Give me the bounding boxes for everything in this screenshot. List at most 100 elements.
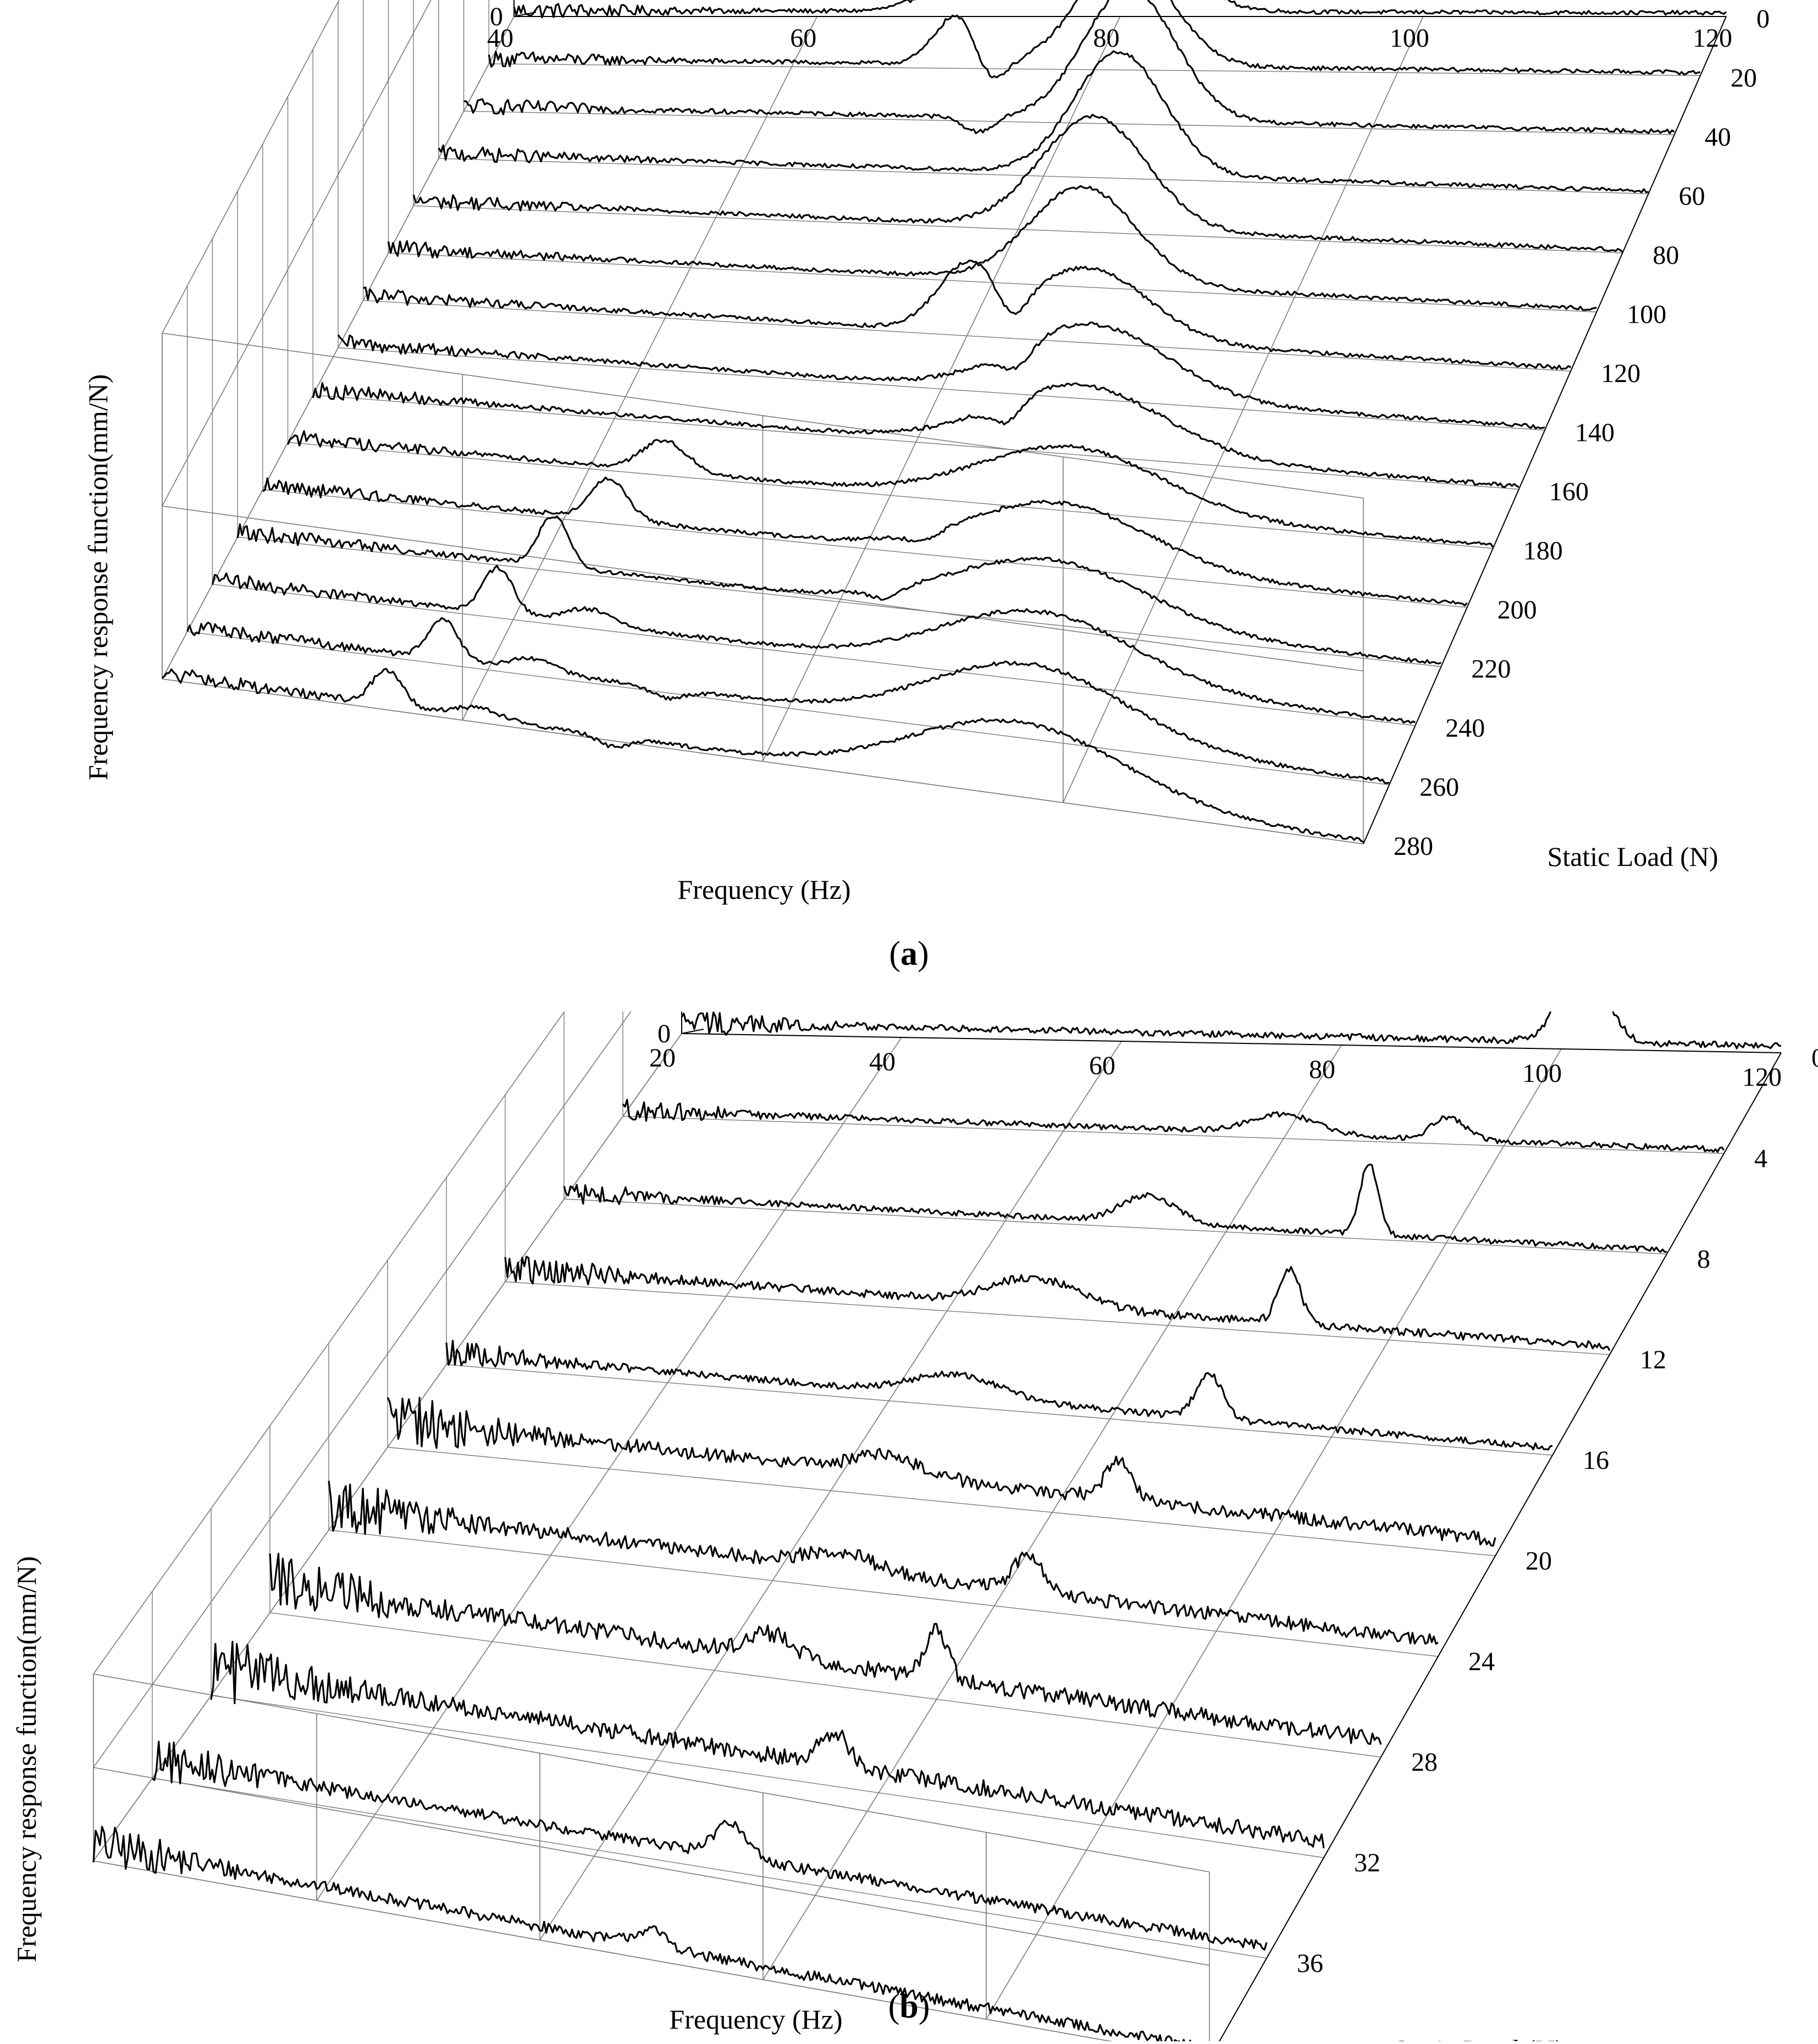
a-grid-back-z-2	[162, 333, 1364, 499]
b-grid-floor-y-3	[505, 1281, 1610, 1355]
a-grid-floor-y-13	[187, 631, 1390, 786]
a-series-load-140	[337, 321, 1545, 429]
a-series-load-80	[412, 113, 1623, 253]
a-ytick-10: 200	[1497, 595, 1537, 625]
b-ztick-0: 0	[657, 1019, 671, 1048]
caption-b: (b)	[888, 1988, 930, 2025]
a-series-load-120	[363, 259, 1572, 370]
b-xtick-0: 20	[649, 1043, 676, 1073]
b-ytick-4: 16	[1583, 1446, 1609, 1475]
a-grid-floor-y-8	[313, 394, 1519, 490]
b-grid-side-z-0	[93, 1033, 682, 1861]
b-series-load-40	[92, 1826, 1200, 2044]
a-series-load-240	[211, 565, 1416, 724]
a-series-load-200	[262, 476, 1468, 607]
a-ytick-2: 40	[1705, 123, 1731, 152]
b-xtick-5: 120	[1742, 1063, 1782, 1092]
b-zlabel: Frequency response function(mm/N)	[11, 1556, 42, 1963]
b-grid-back-z-0	[93, 1860, 1129, 2044]
a-axis-load	[1363, 16, 1727, 844]
a-ytick-4: 80	[1653, 241, 1679, 270]
a-xtick-4: 120	[1693, 24, 1732, 53]
a-series-load-180	[287, 430, 1494, 548]
caption-a: (a)	[889, 935, 929, 973]
a-series-load-0	[513, 0, 1727, 19]
b-ytick-5: 20	[1526, 1546, 1552, 1576]
b-series-load-8	[563, 1163, 1667, 1253]
a-series-load-20	[488, 0, 1700, 79]
a-grid-floor-y-11	[237, 537, 1441, 667]
b-xlabel: Frequency (Hz)	[669, 2004, 842, 2035]
a-grid-floor-y-3	[438, 158, 1649, 195]
a-grid-floor-y-4	[413, 205, 1623, 253]
a-ytick-8: 160	[1549, 477, 1589, 506]
b-ytick-9: 36	[1297, 1949, 1323, 1978]
a-grid-back-z-0	[162, 678, 1364, 844]
b-axis-frequency	[681, 1033, 1782, 1053]
b-grid-floor-y-4	[446, 1364, 1553, 1456]
b-series-load-28	[269, 1553, 1382, 1745]
a-ytick-14: 280	[1394, 832, 1433, 861]
b-grid-back-z-1	[93, 1767, 1210, 1966]
panel-a: 40 60 80 100 120 0 20 40 60 80 100 120 140 160 180 200 2…	[0, 0, 1818, 990]
a-ylabel: Static Load (N)	[1547, 841, 1718, 872]
b-series-load-12	[504, 1256, 1611, 1351]
a-xtick-0: 40	[487, 24, 513, 53]
a-zlabel: Frequency response function(mm/N)	[82, 374, 113, 781]
a-series-load-280	[161, 667, 1364, 843]
a-series-load-40	[463, 0, 1675, 135]
a-ytick-5: 100	[1627, 300, 1666, 329]
a-series-load-220	[236, 515, 1441, 665]
a-grid-floor-y-2	[463, 111, 1675, 135]
b-xtick-4: 100	[1522, 1059, 1562, 1088]
a-ytick-0: 0	[1756, 4, 1770, 34]
b-grid-floor-y-1	[622, 1115, 1725, 1154]
b-series-load-16	[445, 1340, 1553, 1451]
a-ytick-6: 120	[1601, 359, 1640, 388]
a-xtick-1: 60	[790, 24, 816, 53]
a-series-load-160	[312, 382, 1519, 488]
b-grid-floor-y-6	[328, 1529, 1439, 1657]
b-xtick-2: 60	[1089, 1051, 1115, 1080]
b-ytick-6: 24	[1468, 1647, 1495, 1676]
a-grid-floor-y-10	[262, 489, 1467, 608]
a-grid-floor-y-9	[288, 441, 1493, 549]
a-grid-floor-y-7	[338, 347, 1545, 431]
a-ztick-0: 0	[490, 2, 503, 31]
panel-b: 20406080100120048121620242832364000.10.2…	[0, 846, 1818, 2044]
b-ytick-3: 12	[1640, 1345, 1666, 1374]
a-grid-floor-y-6	[363, 300, 1571, 372]
a-xtick-3: 100	[1390, 24, 1429, 53]
b-series-load-36	[152, 1741, 1268, 1951]
b-axis-load	[1217, 1052, 1782, 2044]
b-ytick-1: 4	[1754, 1144, 1767, 1173]
a-grid-side-z-2	[162, 0, 340, 334]
a-series-load-100	[387, 185, 1597, 311]
b-series-load-4	[622, 1098, 1725, 1153]
b-grid-floor-y-5	[387, 1446, 1496, 1556]
a-ytick-3: 60	[1679, 182, 1705, 211]
b-grid-floor-y-9	[152, 1777, 1267, 1959]
b-ylabel: Static Load (N)	[1393, 2034, 1564, 2041]
a-ztick-mark-0	[513, 12, 537, 17]
waterfall-chart-a: 40 60 80 100 120 0 20 40 60 80 100 120 140 160 180 200 2…	[82, 0, 1770, 905]
b-grid-floor-y-8	[211, 1695, 1324, 1858]
a-ytick-7: 140	[1575, 418, 1615, 448]
b-grid-side-z-1	[93, 940, 682, 1768]
b-grid-floor-x-5	[1217, 1052, 1782, 2044]
a-ytick-1: 20	[1731, 64, 1757, 93]
b-ztick-mark-0	[681, 1029, 704, 1034]
b-ytick-7: 28	[1411, 1748, 1438, 1777]
a-series-load-60	[438, 50, 1649, 194]
a-ytick-13: 260	[1419, 773, 1459, 802]
a-xlabel: Frequency (Hz)	[677, 874, 850, 905]
b-xtick-3: 80	[1309, 1055, 1335, 1084]
a-grid-floor-y-12	[212, 584, 1416, 726]
b-grid-floor-y-2	[563, 1198, 1667, 1255]
a-grid-side-z-1	[162, 0, 432, 506]
b-ytick-2: 8	[1697, 1245, 1710, 1274]
a-ytick-9: 180	[1523, 537, 1563, 566]
a-xtick-2: 80	[1093, 24, 1120, 53]
b-xtick-1: 40	[869, 1047, 896, 1076]
a-series-load-260	[186, 617, 1390, 785]
